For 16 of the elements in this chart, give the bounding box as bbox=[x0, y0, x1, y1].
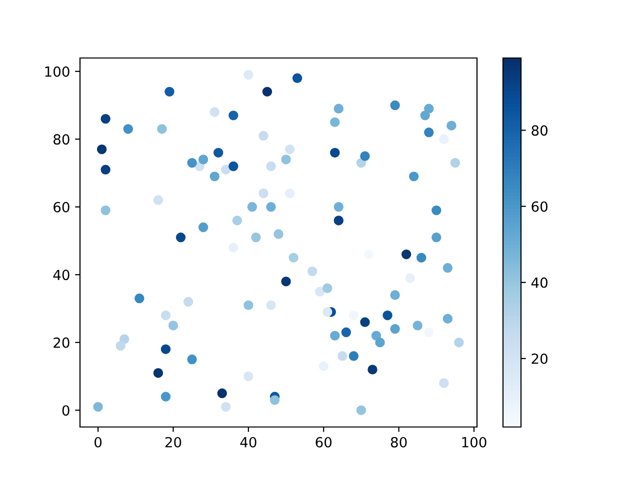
y-tick-label: 0 bbox=[62, 405, 70, 416]
x-tick-label: 80 bbox=[390, 436, 407, 448]
y-tick-label: 40 bbox=[53, 270, 70, 280]
x-tick-label: 40 bbox=[240, 436, 256, 448]
color-bar-label: 40 bbox=[531, 277, 548, 288]
x-tick-label: 0 bbox=[94, 436, 102, 448]
y-tick-label: 20 bbox=[54, 337, 70, 348]
y-tick-label: 80 bbox=[54, 134, 70, 145]
color-bar-label: 80 bbox=[532, 125, 548, 136]
y-tick-label: 100 bbox=[45, 66, 70, 77]
color-bar-label: 20 bbox=[532, 353, 548, 364]
x-tick-label: 100 bbox=[462, 436, 486, 448]
color-bar-label: 60 bbox=[532, 201, 548, 212]
x-tick-label: 60 bbox=[316, 436, 332, 448]
x-tick-label: 20 bbox=[165, 436, 182, 448]
y-tick-label: 60 bbox=[54, 202, 70, 212]
